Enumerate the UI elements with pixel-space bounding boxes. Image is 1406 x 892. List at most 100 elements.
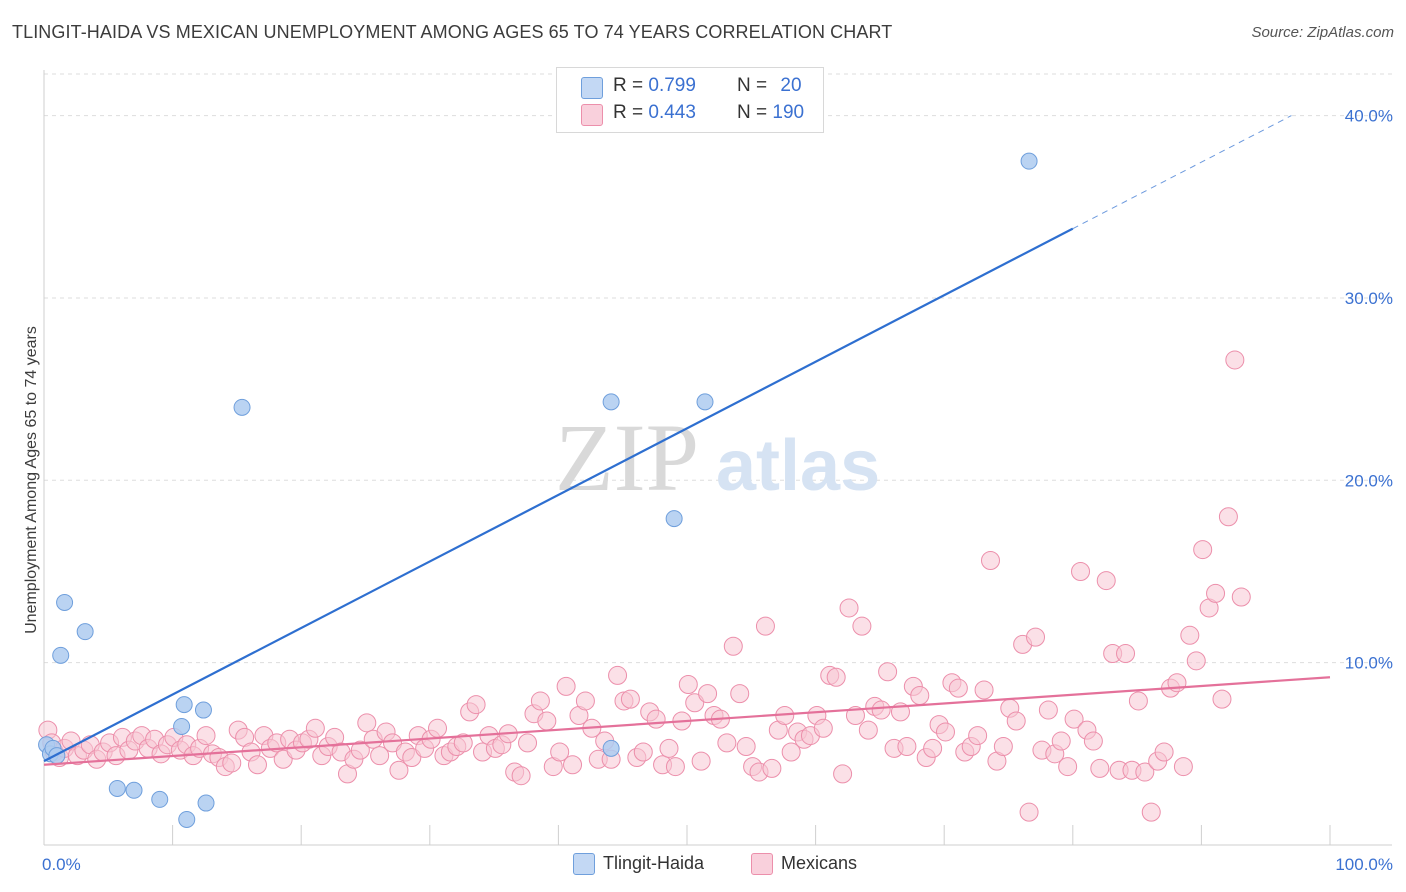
mexicans-point (556, 676, 576, 696)
mexicans-point (1064, 709, 1084, 729)
mexicans-point (1193, 540, 1213, 560)
mexicans-point (273, 749, 293, 769)
legend-r-tlingit: R = 0.799 (613, 75, 696, 97)
mexicans-point (1019, 802, 1039, 822)
bottom-legend-swatch-mexicans (751, 853, 773, 875)
mexicans-point (755, 616, 775, 636)
x-tick-label-min: 0.0% (42, 855, 81, 874)
tlingit-point (151, 790, 169, 808)
mexicans-point (923, 738, 943, 758)
mexicans-point (1083, 731, 1103, 751)
mexicans-point (717, 733, 737, 753)
mexicans-point (974, 680, 994, 700)
tlingit-point (197, 794, 215, 812)
mexicans-point (723, 636, 743, 656)
y-axis-label: Unemployment Among Ages 65 to 74 years (23, 326, 40, 634)
mexicans-point (466, 695, 486, 715)
tlingit-point (56, 593, 74, 611)
legend-n-tlingit: N = 20 (737, 75, 802, 97)
mexicans-point (1231, 587, 1251, 607)
tlingit-trend-line (43, 227, 1074, 763)
mexicans-point (678, 675, 698, 695)
mexicans-point (736, 737, 756, 757)
mexicans-point (453, 733, 473, 753)
mexicans-point (402, 747, 422, 767)
mexicans-point (1038, 700, 1058, 720)
mexicans-point (1090, 758, 1110, 778)
legend-n-mexicans: N = 190 (737, 102, 804, 124)
mexicans-point (633, 742, 653, 762)
mexicans-point (537, 711, 557, 731)
mexicans-point (428, 718, 448, 738)
mexicans-point (839, 598, 859, 618)
mexicans-point (1218, 507, 1238, 527)
legend-r-label: R = (613, 102, 649, 123)
mexicans-point (781, 742, 801, 762)
watermark: ZIP atlas (555, 404, 880, 511)
tlingit-point (233, 398, 251, 416)
mexicans-point (1154, 742, 1174, 762)
mexicans-point (871, 700, 891, 720)
mexicans-point (530, 691, 550, 711)
mexicans-point (1026, 627, 1046, 647)
chart-title: TLINGIT-HAIDA VS MEXICAN UNEMPLOYMENT AM… (12, 22, 893, 42)
mexicans-point (1006, 711, 1026, 731)
tlingit-point (108, 779, 126, 797)
legend-r-value-tlingit: 0.799 (648, 75, 696, 96)
mexicans-point (1212, 689, 1232, 709)
y-tick-label: 30.0% (1345, 289, 1393, 308)
mexicans-point (1173, 757, 1193, 777)
mexicans-point (968, 726, 988, 746)
mexicans-point (563, 755, 583, 775)
legend-r-mexicans: R = 0.443 (613, 102, 696, 124)
mexicans-point (858, 720, 878, 740)
mexicans-point (1058, 757, 1078, 777)
mexicans-point (196, 726, 216, 746)
y-tick-label: 20.0% (1345, 471, 1393, 490)
watermark-atlas: atlas (716, 426, 880, 506)
mexicans-point (370, 746, 390, 766)
legend-r-value-mexicans: 0.443 (648, 102, 696, 123)
mexicans-point (1206, 583, 1226, 603)
mexicans-point (222, 753, 242, 773)
mexicans-point (1180, 625, 1200, 645)
mexicans-point (948, 678, 968, 698)
mexicans-point (762, 758, 782, 778)
axes (43, 70, 1392, 846)
legend-n-label: N = (737, 75, 773, 96)
mexicans-point (833, 764, 853, 784)
mexicans-trend-line (43, 676, 1331, 766)
bottom-legend-label-mexicans: Mexicans (781, 853, 858, 873)
mexicans-point (1186, 651, 1206, 671)
legend-swatch-mexicans (581, 104, 603, 126)
legend-n-label: N = (737, 102, 773, 123)
tlingit-point (52, 646, 70, 664)
watermark-zip: ZIP (555, 404, 699, 511)
trend-lines (43, 115, 1331, 766)
legend: R = 0.799 N = 20 R = 0.443 N = 190 (556, 67, 824, 133)
tick-labels: 10.0% 20.0% 30.0% 40.0% 0.0% 100.0% (42, 107, 1393, 874)
mexicans-point (1225, 350, 1245, 370)
tlingit-trend-extension (1072, 115, 1292, 230)
mexicans-point (350, 740, 370, 760)
tlingit-point (175, 696, 193, 714)
tlingit-point (125, 781, 143, 799)
mexicans-point (620, 689, 640, 709)
mexicans-point (935, 722, 955, 742)
mexicans-point (1116, 644, 1136, 664)
legend-r-label: R = (613, 75, 649, 96)
mexicans-point (897, 737, 917, 757)
mexicans-point (698, 684, 718, 704)
tlingit-point (602, 739, 620, 757)
mexicans-point (608, 665, 628, 685)
mexicans-point (1096, 571, 1116, 591)
mexicans-point (980, 551, 1000, 571)
mexicans-point (550, 742, 570, 762)
mexicans-point (691, 751, 711, 771)
x-tick-label-max: 100.0% (1335, 855, 1393, 874)
bottom-legend-swatch-tlingit (573, 853, 595, 875)
mexicans-point (646, 709, 666, 729)
tlingit-points (38, 152, 1038, 828)
tlingit-point (76, 623, 94, 641)
